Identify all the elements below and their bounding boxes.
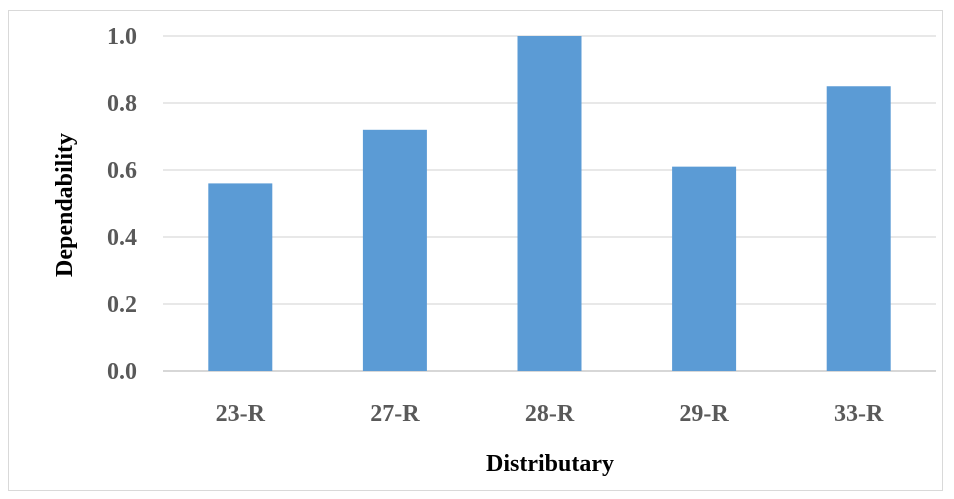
y-tick-label: 0.0 [107, 359, 137, 385]
bars [208, 36, 891, 371]
x-tick-label: 27-R [370, 401, 420, 427]
y-tick-label: 0.2 [107, 292, 137, 318]
bar-29-R [672, 166, 737, 371]
bar-33-R [826, 86, 891, 371]
y-tick-label: 0.8 [107, 91, 137, 117]
bar-28-R [517, 36, 582, 371]
y-tick-labels: 0.0 0.2 0.4 0.6 0.8 1.0 [107, 24, 137, 385]
x-tick-label: 33-R [834, 401, 884, 427]
y-axis-title: Dependability [52, 133, 78, 277]
y-tick-label: 0.6 [107, 158, 137, 184]
x-tick-label: 23-R [216, 401, 266, 427]
y-tick-label: 0.4 [107, 225, 137, 251]
chart-frame [8, 10, 943, 491]
bar-27-R [362, 129, 427, 371]
x-axis-title: Distributary [486, 451, 614, 477]
x-tick-label: 28-R [525, 401, 575, 427]
x-tick-labels: 23-R 27-R 28-R 29-R 33-R [216, 401, 884, 427]
bar-23-R [208, 183, 273, 371]
x-tick-label: 29-R [679, 401, 729, 427]
y-tick-label: 1.0 [107, 24, 137, 50]
